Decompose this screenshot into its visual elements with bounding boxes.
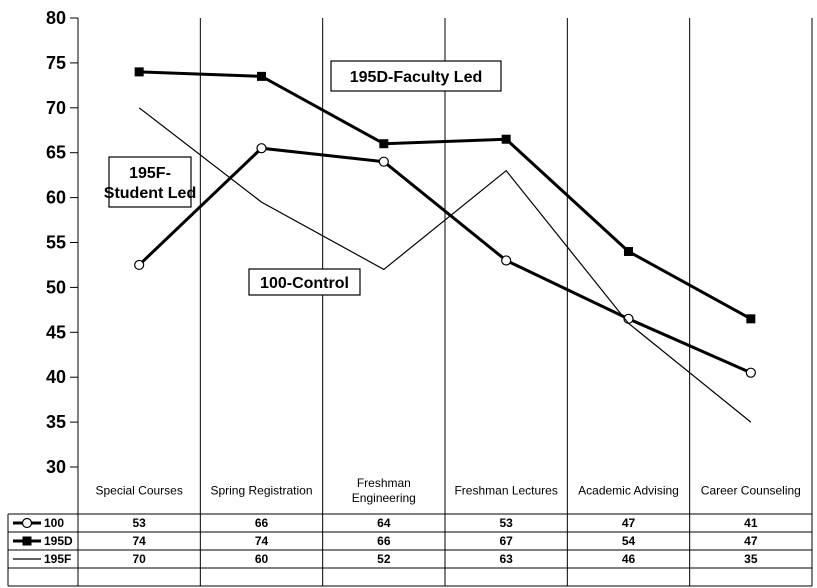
category-label: Special Courses — [95, 484, 182, 498]
data-point-100 — [256, 143, 267, 154]
table-cell-100: 64 — [377, 516, 391, 530]
table-cell-195D: 74 — [132, 534, 146, 548]
y-tick-label: 75 — [46, 53, 66, 73]
legend-key-marker-100 — [21, 517, 33, 529]
series-line-100 — [138, 146, 752, 375]
series-line-195F — [138, 107, 752, 423]
table-cell-195F: 70 — [132, 552, 146, 566]
grid-lines — [77, 18, 813, 514]
table-cell-100: 53 — [499, 516, 513, 530]
annotation-label: 195F- — [129, 165, 171, 182]
data-point-100 — [501, 255, 512, 266]
annotation-label: Student Led — [104, 185, 196, 202]
table-cell-100: 53 — [132, 516, 146, 530]
series-lines — [134, 67, 756, 423]
y-tick-label: 40 — [46, 367, 66, 387]
y-axis: 30 35 40 45 50 55 60 65 70 75 80 — [46, 8, 79, 477]
y-tick-label: 45 — [46, 322, 66, 342]
table-cell-195D: 74 — [255, 534, 269, 548]
table-cell-195F: 35 — [744, 552, 758, 566]
table-cell-195D: 54 — [622, 534, 636, 548]
y-tick-label: 35 — [46, 412, 66, 432]
category-label: Engineering — [352, 491, 416, 505]
table-cell-100: 66 — [255, 516, 269, 530]
data-point-195D — [746, 314, 756, 324]
data-point-195D — [379, 139, 389, 149]
table-cell-195D: 67 — [499, 534, 513, 548]
data-point-100 — [745, 367, 756, 378]
category-label: Career Counseling — [701, 484, 801, 498]
table-cell-195F: 60 — [255, 552, 269, 566]
table-cell-100: 47 — [622, 516, 636, 530]
data-point-195D — [134, 67, 144, 77]
y-tick-label: 80 — [46, 8, 66, 28]
data-table: Special Courses Spring Registration Freshm… — [7, 476, 813, 587]
category-label: Academic Advising — [578, 484, 679, 498]
table-cell-195F: 52 — [377, 552, 391, 566]
annotation-box — [330, 60, 502, 92]
annotation-box — [108, 156, 192, 208]
legend-label-100: 100 — [44, 516, 64, 530]
data-point-195D — [501, 134, 511, 144]
table-cell-100: 41 — [744, 516, 758, 530]
data-point-100 — [134, 259, 145, 271]
legend-key-marker-195D — [22, 536, 32, 546]
legend-label-195F: 195F — [44, 552, 71, 566]
y-tick-label: 65 — [46, 143, 66, 163]
table-cell-195D: 47 — [744, 534, 758, 548]
y-tick-label: 50 — [46, 277, 66, 297]
category-label: Freshman Lectures — [454, 484, 557, 498]
table-cell-195F: 63 — [499, 552, 513, 566]
annotation-label: 195D-Faculty Led — [350, 69, 482, 86]
data-point-195D — [257, 71, 266, 81]
y-tick-label: 60 — [46, 188, 66, 208]
y-tick-label: 30 — [46, 457, 66, 477]
annotation-box — [248, 268, 361, 296]
y-tick-label: 55 — [46, 233, 66, 253]
category-label: Freshman — [357, 476, 411, 490]
data-point-195D — [624, 246, 633, 256]
table-cell-195F: 46 — [622, 552, 636, 566]
legend-label-195D: 195D — [44, 534, 73, 548]
category-label: Spring Registration — [210, 484, 312, 498]
table-cell-195D: 66 — [377, 534, 391, 548]
annotations: 195D-Faculty Led 195F- Student Led 100-Cont… — [104, 60, 502, 296]
y-tick-label: 70 — [46, 98, 66, 118]
data-point-100 — [378, 156, 389, 167]
series-line-195D — [139, 70, 752, 321]
annotation-label: 100-Control — [260, 275, 349, 292]
